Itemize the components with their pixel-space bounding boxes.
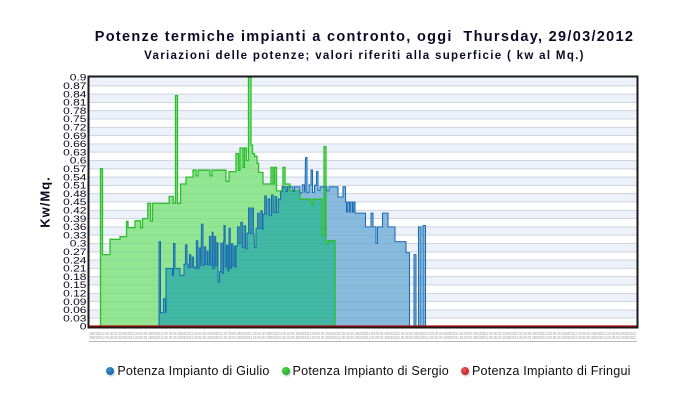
- svg-text:0.81: 0.81: [63, 98, 86, 109]
- svg-text:0.15: 0.15: [63, 280, 86, 291]
- svg-text:0.78: 0.78: [63, 106, 86, 117]
- svg-text:0.6: 0.6: [70, 156, 87, 167]
- svg-text:0.57: 0.57: [63, 164, 86, 175]
- svg-text:0.66: 0.66: [63, 139, 86, 150]
- svg-text:0.51: 0.51: [63, 181, 86, 192]
- svg-text:0.84: 0.84: [63, 89, 86, 100]
- svg-text:0.39: 0.39: [63, 214, 86, 225]
- svg-text:0.03: 0.03: [63, 313, 86, 324]
- svg-text:0.54: 0.54: [63, 172, 86, 183]
- svg-text:0.87: 0.87: [63, 81, 86, 92]
- svg-text:0.75: 0.75: [63, 114, 86, 125]
- svg-text:0.33: 0.33: [63, 230, 86, 241]
- svg-text:0.72: 0.72: [63, 123, 86, 134]
- svg-text:0.69: 0.69: [63, 131, 86, 142]
- svg-text:0.42: 0.42: [63, 206, 86, 217]
- svg-text:0.3: 0.3: [70, 239, 87, 250]
- svg-text:0.09: 0.09: [63, 297, 86, 308]
- svg-text:0.27: 0.27: [63, 247, 86, 258]
- svg-text:0.12: 0.12: [63, 289, 86, 300]
- svg-text:0.48: 0.48: [63, 189, 86, 200]
- svg-text:0.45: 0.45: [63, 197, 86, 208]
- svg-text:0.06: 0.06: [63, 305, 86, 316]
- svg-text:0.24: 0.24: [63, 255, 86, 266]
- svg-text:0.63: 0.63: [63, 147, 86, 158]
- svg-text:0.9: 0.9: [70, 73, 87, 84]
- svg-text:0: 0: [80, 322, 87, 333]
- svg-text:0.36: 0.36: [63, 222, 86, 233]
- svg-text:0.18: 0.18: [63, 272, 86, 283]
- svg-text:0.21: 0.21: [63, 264, 86, 275]
